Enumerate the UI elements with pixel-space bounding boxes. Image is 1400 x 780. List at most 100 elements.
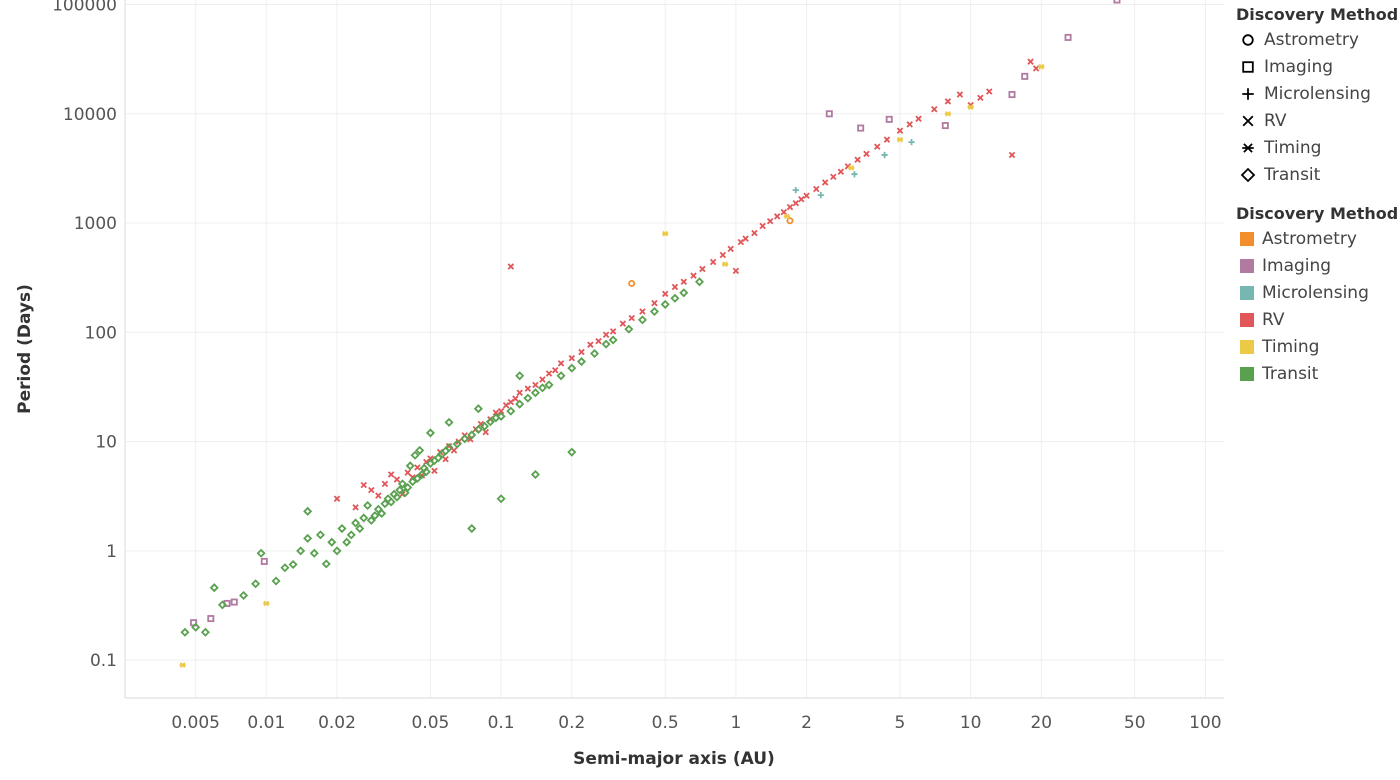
point-transit (496, 494, 506, 504)
point-transit (523, 393, 533, 403)
point-rv (883, 136, 891, 143)
point-transit (332, 546, 342, 556)
point-rv (813, 185, 820, 193)
point-rv (854, 156, 861, 163)
x-axis-ticks: 0.005 0.01 0.02 0.05 0.1 0.2 0.5 1 2 5 10 20 50 100 (171, 713, 1221, 733)
y-axis-title: Period (Days) (15, 284, 35, 414)
point-rv (595, 337, 602, 345)
point-rv (393, 476, 401, 483)
cross-icon (1242, 115, 1254, 126)
point-transit (421, 467, 431, 477)
point-rv (732, 267, 740, 275)
point-rv (602, 331, 610, 338)
point-transit (346, 530, 356, 540)
color-legend-item[interactable]: Imaging (1236, 252, 1400, 279)
legend-label: RV (1264, 110, 1287, 131)
point-timing (944, 110, 952, 117)
point-transit (359, 513, 369, 523)
shape-legend: Discovery Method Astrometry Imaging Microl… (1236, 5, 1400, 188)
shape-legend-item[interactable]: Timing (1236, 134, 1400, 161)
point-transit (337, 524, 347, 534)
shape-legend-title: Discovery Method (1236, 5, 1399, 24)
legend-label: Astrometry (1262, 228, 1357, 249)
point-transit (567, 447, 577, 457)
point-rv (766, 217, 774, 225)
point-rv (404, 469, 411, 476)
color-legend-item[interactable]: RV (1236, 306, 1400, 333)
point-imaging (885, 115, 893, 123)
point-transit (530, 469, 540, 479)
color-legend-item[interactable]: Timing (1236, 333, 1400, 360)
color-swatch (1240, 339, 1254, 354)
x-tick-label: 0.1 (488, 713, 515, 733)
point-rv (568, 354, 576, 362)
cross-shape (1242, 115, 1254, 126)
point-rv (690, 272, 697, 279)
x-tick-label: 0.05 (412, 713, 450, 733)
point-rv (798, 196, 805, 203)
point-transit (590, 348, 600, 359)
point-rv (628, 314, 635, 322)
square-shape (1242, 60, 1254, 73)
point-transit (601, 339, 611, 349)
color-legend-item[interactable]: Microlensing (1236, 279, 1400, 306)
point-rv (512, 395, 519, 402)
point-rv (709, 258, 717, 266)
point-transit (303, 533, 313, 543)
point-transit (425, 428, 435, 438)
point-transit (485, 417, 495, 427)
x-tick-label: 100 (1189, 713, 1221, 733)
point-rv (837, 168, 845, 175)
point-transit (515, 371, 525, 381)
y-tick-label: 100000 (52, 0, 117, 16)
y-tick-label: 1000 (74, 214, 117, 234)
point-transit (460, 434, 470, 444)
color-legend-item[interactable]: Astrometry (1236, 225, 1400, 252)
point-transit (637, 315, 647, 325)
color-swatch (1240, 231, 1254, 246)
circle-icon (1242, 33, 1254, 46)
legend-label: Imaging (1262, 255, 1332, 276)
diamond-icon (1240, 167, 1256, 182)
shape-legend-item[interactable]: Imaging (1236, 53, 1400, 80)
point-rv (333, 495, 341, 502)
point-transit (444, 443, 454, 453)
point-transit (380, 499, 390, 509)
point-rv (539, 376, 546, 383)
point-transit (496, 411, 506, 421)
point-transit (180, 627, 190, 637)
point-transit (444, 417, 454, 427)
point-transit (239, 591, 249, 601)
point-transit (392, 492, 402, 502)
point-transit (271, 576, 281, 586)
shape-legend-item[interactable]: Transit (1236, 161, 1400, 188)
color-legend-item[interactable]: Transit (1236, 360, 1400, 387)
point-rv (896, 127, 904, 134)
point-rv (977, 94, 984, 102)
point-transit (342, 537, 352, 547)
point-rv (719, 251, 727, 259)
point-transit (660, 299, 670, 309)
point-transit (200, 627, 210, 637)
point-transit (296, 546, 306, 556)
point-rv (557, 360, 565, 367)
legend-label: Timing (1262, 336, 1320, 357)
x-tick-label: 0.01 (247, 713, 285, 733)
point-timing (263, 600, 270, 607)
point-transit (351, 518, 361, 528)
point-transit (251, 579, 261, 589)
shape-legend-item[interactable]: RV (1236, 107, 1400, 134)
y-tick-label: 10000 (63, 105, 117, 125)
legend-label: Imaging (1264, 56, 1334, 77)
point-transit (309, 548, 319, 558)
point-rv (381, 480, 389, 488)
point-transit (679, 288, 689, 298)
shape-legend-item[interactable]: Microlensing (1236, 80, 1400, 107)
point-transit (473, 424, 483, 435)
shape-legend-item[interactable]: Astrometry (1236, 26, 1400, 53)
point-rv (699, 265, 706, 273)
point-transit (209, 583, 219, 593)
point-timing (179, 662, 186, 668)
point-astrometry (628, 279, 636, 287)
